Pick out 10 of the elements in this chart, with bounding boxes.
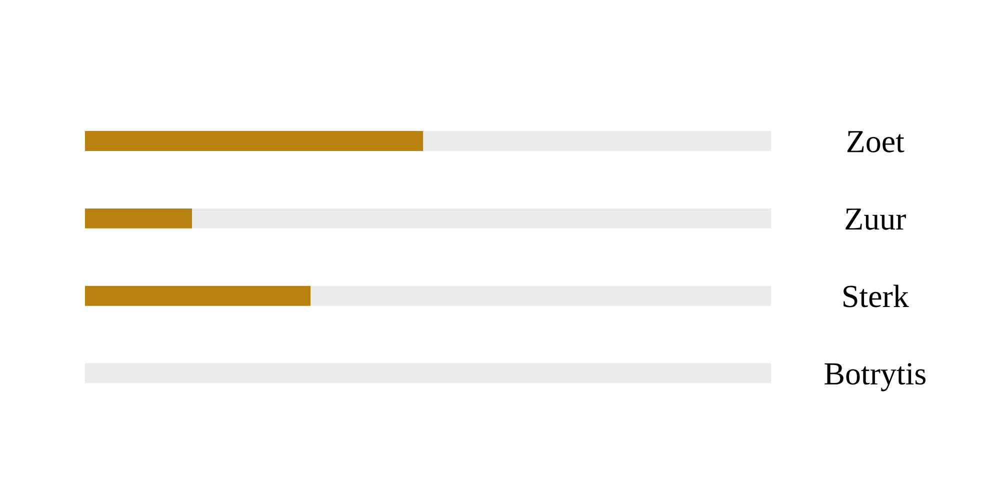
bar (85, 208, 192, 228)
bar (310, 286, 771, 306)
y-tick-label: Sterk (844, 284, 909, 308)
bar (423, 131, 771, 151)
y-tick-label: Botrytis (824, 363, 926, 392)
bar (192, 208, 771, 228)
bar (85, 131, 424, 151)
y-tick-label: Zuur (846, 208, 906, 230)
bar (85, 286, 311, 306)
y-tick-label: Zoet (847, 131, 904, 152)
